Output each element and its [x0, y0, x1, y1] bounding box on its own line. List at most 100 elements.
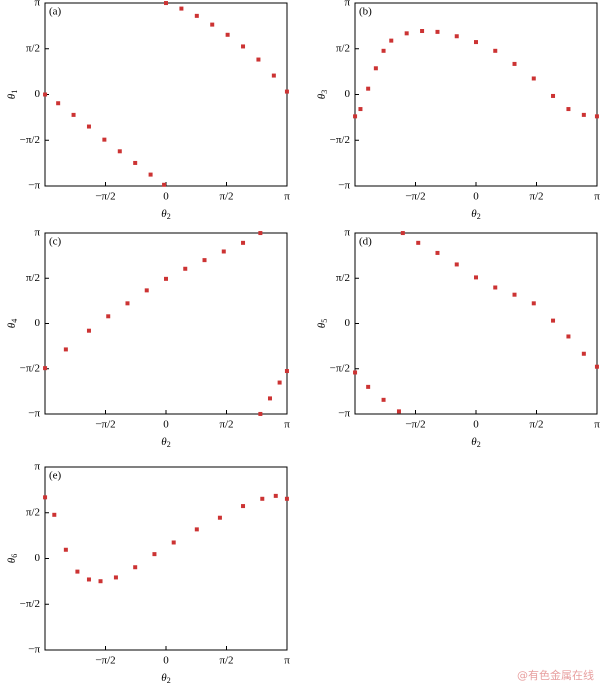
y-axis-label-symbol: θ — [316, 322, 328, 328]
point — [566, 107, 571, 112]
y-tick-label: 0 — [345, 317, 351, 329]
x-tick-label: −π/2 — [95, 419, 115, 431]
point — [117, 149, 122, 154]
x-tick-label: −π/2 — [95, 191, 115, 203]
x-tick-label: π — [594, 191, 600, 203]
point — [277, 380, 282, 385]
point — [217, 515, 222, 520]
y-tick-label: −π — [338, 408, 350, 420]
point — [594, 364, 599, 369]
point — [404, 31, 409, 36]
x-tick-label: π — [284, 419, 290, 431]
y-axis-label: θ3 — [316, 90, 329, 99]
y-axis-label: θ5 — [316, 319, 329, 328]
panel-label: (d) — [359, 236, 372, 248]
point — [144, 288, 149, 293]
y-axis-label-symbol: θ — [6, 93, 18, 99]
point — [400, 231, 405, 236]
point — [260, 496, 265, 501]
y-axis-label-symbol: θ — [6, 557, 18, 563]
point — [454, 262, 459, 267]
plot-frame — [354, 232, 598, 415]
point — [75, 569, 80, 574]
x-axis-label: θ2 — [471, 208, 480, 221]
y-tick-label: π/2 — [26, 506, 40, 518]
panel-label: (b) — [359, 6, 372, 18]
point — [86, 124, 91, 129]
point — [366, 384, 371, 389]
panel-label: (a) — [49, 6, 62, 18]
point — [512, 292, 517, 297]
point — [98, 579, 103, 584]
y-axis-label: θ4 — [6, 319, 19, 328]
y-tick-label: π/2 — [336, 42, 350, 54]
point — [454, 34, 459, 39]
point — [241, 504, 246, 509]
x-axis-label: θ2 — [471, 436, 480, 449]
y-axis-label-sub: 6 — [10, 554, 19, 558]
x-tick-label: π — [284, 655, 290, 667]
y-axis-label-sub: 1 — [10, 90, 19, 94]
x-axis-label-sub: 2 — [167, 676, 171, 684]
point — [56, 101, 61, 106]
x-axis-label-symbol: θ — [161, 672, 167, 684]
point — [389, 38, 394, 43]
x-tick-label: 0 — [163, 419, 169, 431]
point — [551, 318, 556, 323]
y-tick-label: π — [34, 0, 40, 9]
point — [63, 547, 68, 552]
plot-frame — [44, 2, 288, 187]
x-tick-label: π/2 — [219, 655, 233, 667]
point — [86, 328, 91, 333]
y-tick-label: −π — [28, 644, 40, 656]
point — [148, 172, 153, 177]
x-tick-label: −π/2 — [95, 655, 115, 667]
y-axis-label-symbol: θ — [316, 93, 328, 99]
plot-frame — [44, 232, 288, 415]
point — [106, 314, 111, 319]
point — [551, 93, 556, 98]
panel-label: (c) — [49, 236, 62, 248]
y-axis-label: θ1 — [6, 90, 19, 99]
point — [183, 266, 188, 271]
point — [162, 182, 167, 187]
y-tick-label: −π — [338, 180, 350, 192]
point — [256, 57, 261, 62]
x-axis-label-sub: 2 — [167, 212, 171, 221]
x-axis-label-sub: 2 — [167, 440, 171, 449]
plot-frame — [44, 466, 288, 651]
point — [373, 66, 378, 71]
x-axis-label: θ2 — [161, 672, 170, 684]
y-tick-label: π/2 — [26, 272, 40, 284]
y-axis-label-sub: 3 — [320, 90, 329, 94]
point — [171, 540, 176, 545]
point — [493, 48, 498, 53]
point — [102, 137, 107, 142]
y-axis-label: θ6 — [6, 554, 19, 563]
point — [267, 396, 272, 401]
y-tick-label: 0 — [35, 317, 41, 329]
point — [258, 411, 263, 416]
y-tick-label: π — [34, 227, 40, 239]
watermark: @有色金属在线 — [517, 668, 594, 682]
point — [474, 40, 478, 45]
point — [152, 552, 157, 557]
y-tick-label: −π/2 — [20, 598, 40, 610]
point — [164, 1, 168, 6]
point — [435, 29, 440, 34]
point — [241, 240, 246, 245]
point — [531, 301, 536, 306]
point — [113, 575, 118, 580]
point — [474, 275, 478, 280]
point — [284, 369, 289, 374]
point — [353, 370, 358, 375]
x-tick-label: 0 — [473, 191, 479, 203]
point — [435, 250, 440, 255]
y-axis-label-sub: 4 — [10, 319, 19, 323]
point — [581, 112, 586, 117]
